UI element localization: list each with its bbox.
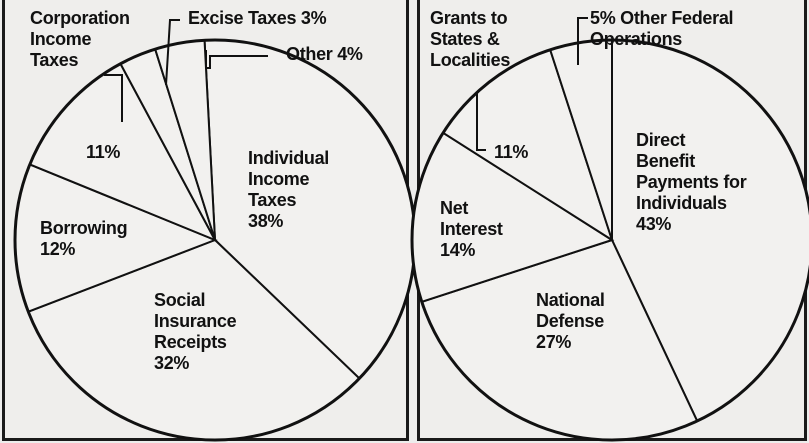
- left-label-line: Social: [154, 290, 206, 310]
- right-label-direct-benefit-payments-for-individuals: Direct Benefit Payments for Individuals 43%: [636, 130, 747, 235]
- right-label-other-federal-operations: 5% Other Federal Operations: [590, 8, 734, 50]
- left-label-excise-taxes: Excise Taxes 3%: [188, 8, 327, 29]
- left-label-line: Taxes: [248, 190, 297, 210]
- left-label-line: Excise Taxes 3%: [188, 8, 327, 28]
- left-label-line: Borrowing: [40, 218, 128, 238]
- right-label-line: 43%: [636, 214, 672, 234]
- right-label-line: Grants to: [430, 8, 508, 28]
- right-label-national-defense: National Defense 27%: [536, 290, 605, 353]
- left-leader-line-2: [205, 50, 268, 69]
- left-label-line: Receipts: [154, 332, 227, 352]
- left-leader-line-1: [165, 19, 180, 86]
- right-label-grants-to-states-localities: Grants to States & Localities: [430, 8, 510, 71]
- right-label-line: Net: [440, 198, 469, 218]
- left-label-borrowing: Borrowing 12%: [40, 218, 128, 260]
- right-label-line: Interest: [440, 219, 503, 239]
- left-label-line: 12%: [40, 239, 76, 259]
- left-label-corporation-income-taxes: Corporation Income Taxes: [30, 8, 130, 71]
- left-label-line: 32%: [154, 353, 190, 373]
- right-label-line: 14%: [440, 240, 476, 260]
- right-label-line: National: [536, 290, 605, 310]
- left-label-line: Insurance: [154, 311, 237, 331]
- left-label-line: Corporation: [30, 8, 130, 28]
- right-label-net-interest: Net Interest 14%: [440, 198, 503, 261]
- left-label-line: Income: [30, 29, 92, 49]
- right-label-line: 27%: [536, 332, 572, 352]
- right-label-line: Operations: [590, 29, 683, 49]
- left-label-other: Other 4%: [286, 44, 363, 65]
- right-label-line: Defense: [536, 311, 604, 331]
- left-leader-line-0: [104, 74, 123, 122]
- right-label-line: Direct: [636, 130, 686, 150]
- right-pct-grants-to-states-localities: 11%: [494, 142, 529, 162]
- right-label-line: Localities: [430, 50, 511, 70]
- right-label-line: Individuals: [636, 193, 727, 213]
- right-label-line: Payments for: [636, 172, 747, 192]
- right-leader-line-1: [577, 17, 588, 65]
- right-leader-line-0: [476, 93, 486, 151]
- left-label-line: Income: [248, 169, 310, 189]
- right-label-line: States &: [430, 29, 500, 49]
- right-label-line: 5% Other Federal: [590, 8, 734, 28]
- left-pct-corporation-income-taxes: 11%: [86, 142, 121, 162]
- left-label-line: Other 4%: [286, 44, 363, 64]
- right-pie-outline: [410, 38, 809, 442]
- left-label-line: Individual: [248, 148, 330, 168]
- left-label-line: Taxes: [30, 50, 79, 70]
- left-label-line: 38%: [248, 211, 284, 231]
- right-label-line: Benefit: [636, 151, 695, 171]
- left-label-individual-income-taxes: Individual Income Taxes 38%: [248, 148, 329, 232]
- left-label-social-insurance-receipts: Social Insurance Receipts 32%: [154, 290, 237, 374]
